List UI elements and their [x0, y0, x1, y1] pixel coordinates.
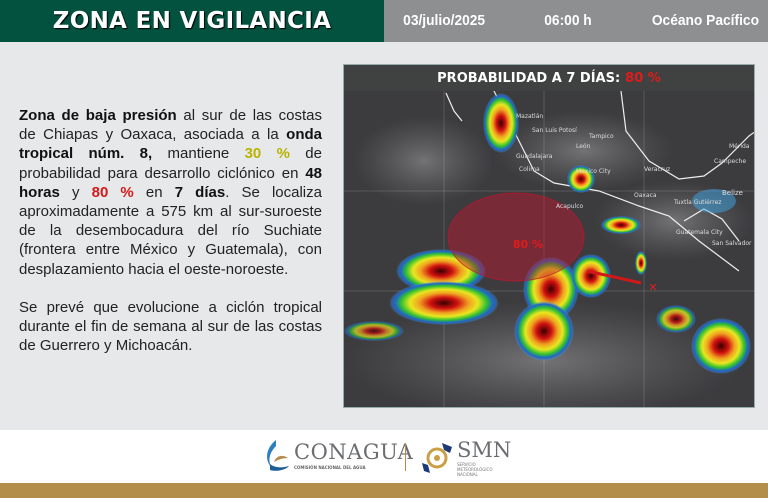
smn-emblem-icon: [422, 442, 452, 473]
conagua-emblem-icon: [267, 440, 289, 471]
header-info: 03/julio/2025 06:00 h Océano Pacífico: [384, 0, 768, 42]
low-pressure-marker: ✕: [648, 281, 657, 294]
map-title: PROBABILIDAD A 7 DÍAS: 80 %: [344, 65, 754, 91]
footer-bar: [0, 483, 768, 498]
svg-text:San Salvador: San Salvador: [712, 240, 752, 247]
svg-text:Oaxaca: Oaxaca: [634, 192, 657, 199]
header-time: 06:00 h: [544, 13, 592, 29]
storm-cells: [344, 93, 751, 374]
svg-text:Guadalajara: Guadalajara: [516, 153, 553, 160]
svg-text:Veracruz: Veracruz: [644, 166, 670, 173]
city-label-belize: Belize: [722, 189, 743, 197]
svg-text:San Luis Potosí: San Luis Potosí: [532, 127, 577, 134]
header-title: ZONA EN VIGILANCIA: [0, 0, 384, 42]
logo-divider: [405, 443, 406, 471]
trajectory-arrow: [586, 269, 642, 285]
header-region: Océano Pacífico: [651, 13, 760, 29]
paragraph-1: Zona de baja presión al sur de las costa…: [19, 107, 323, 278]
svg-text:Acapulco: Acapulco: [556, 203, 584, 210]
header-date: 03/julio/2025: [403, 13, 486, 29]
bulletin-text: Zona de baja presión al sur de las costa…: [19, 106, 322, 374]
svg-text:Mérida: Mérida: [729, 143, 750, 150]
city-labels: Mazatlán San Luis Potosí Tampico León Gu…: [516, 113, 752, 247]
coastlines: [445, 91, 754, 272]
svg-text:León: León: [576, 143, 591, 150]
svg-text:Guatemala City: Guatemala City: [676, 229, 723, 236]
satellite-map: PROBABILIDAD A 7 DÍAS: 80 % ✕ 80 % Mazatl…: [343, 64, 755, 408]
svg-text:Mazatlán: Mazatlán: [516, 113, 543, 120]
development-zone: [447, 192, 585, 282]
svg-text:Tuxtla Gutiérrez: Tuxtla Gutiérrez: [673, 199, 721, 206]
satellite-image: ✕ 80 % Mazatlán San Luis Potosí Tampico …: [344, 91, 754, 407]
footer: CONAGUA COMISIÓN NACIONAL DEL AGUA SMN S…: [0, 430, 768, 483]
smn-logo: SMN SERVICIO METEOROLÓGICO NACIONAL: [420, 438, 511, 477]
svg-text:Tampico: Tampico: [588, 133, 614, 140]
svg-text:Mexico City: Mexico City: [576, 168, 611, 175]
conagua-logo: CONAGUA COMISIÓN NACIONAL DEL AGUA: [262, 438, 413, 472]
zone-probability-label: 80 %: [513, 238, 543, 251]
svg-text:Colima: Colima: [519, 166, 540, 173]
paragraph-2: Se prevé que evolucione a ciclón tropica…: [19, 298, 322, 355]
svg-text:Campeche: Campeche: [714, 158, 746, 165]
